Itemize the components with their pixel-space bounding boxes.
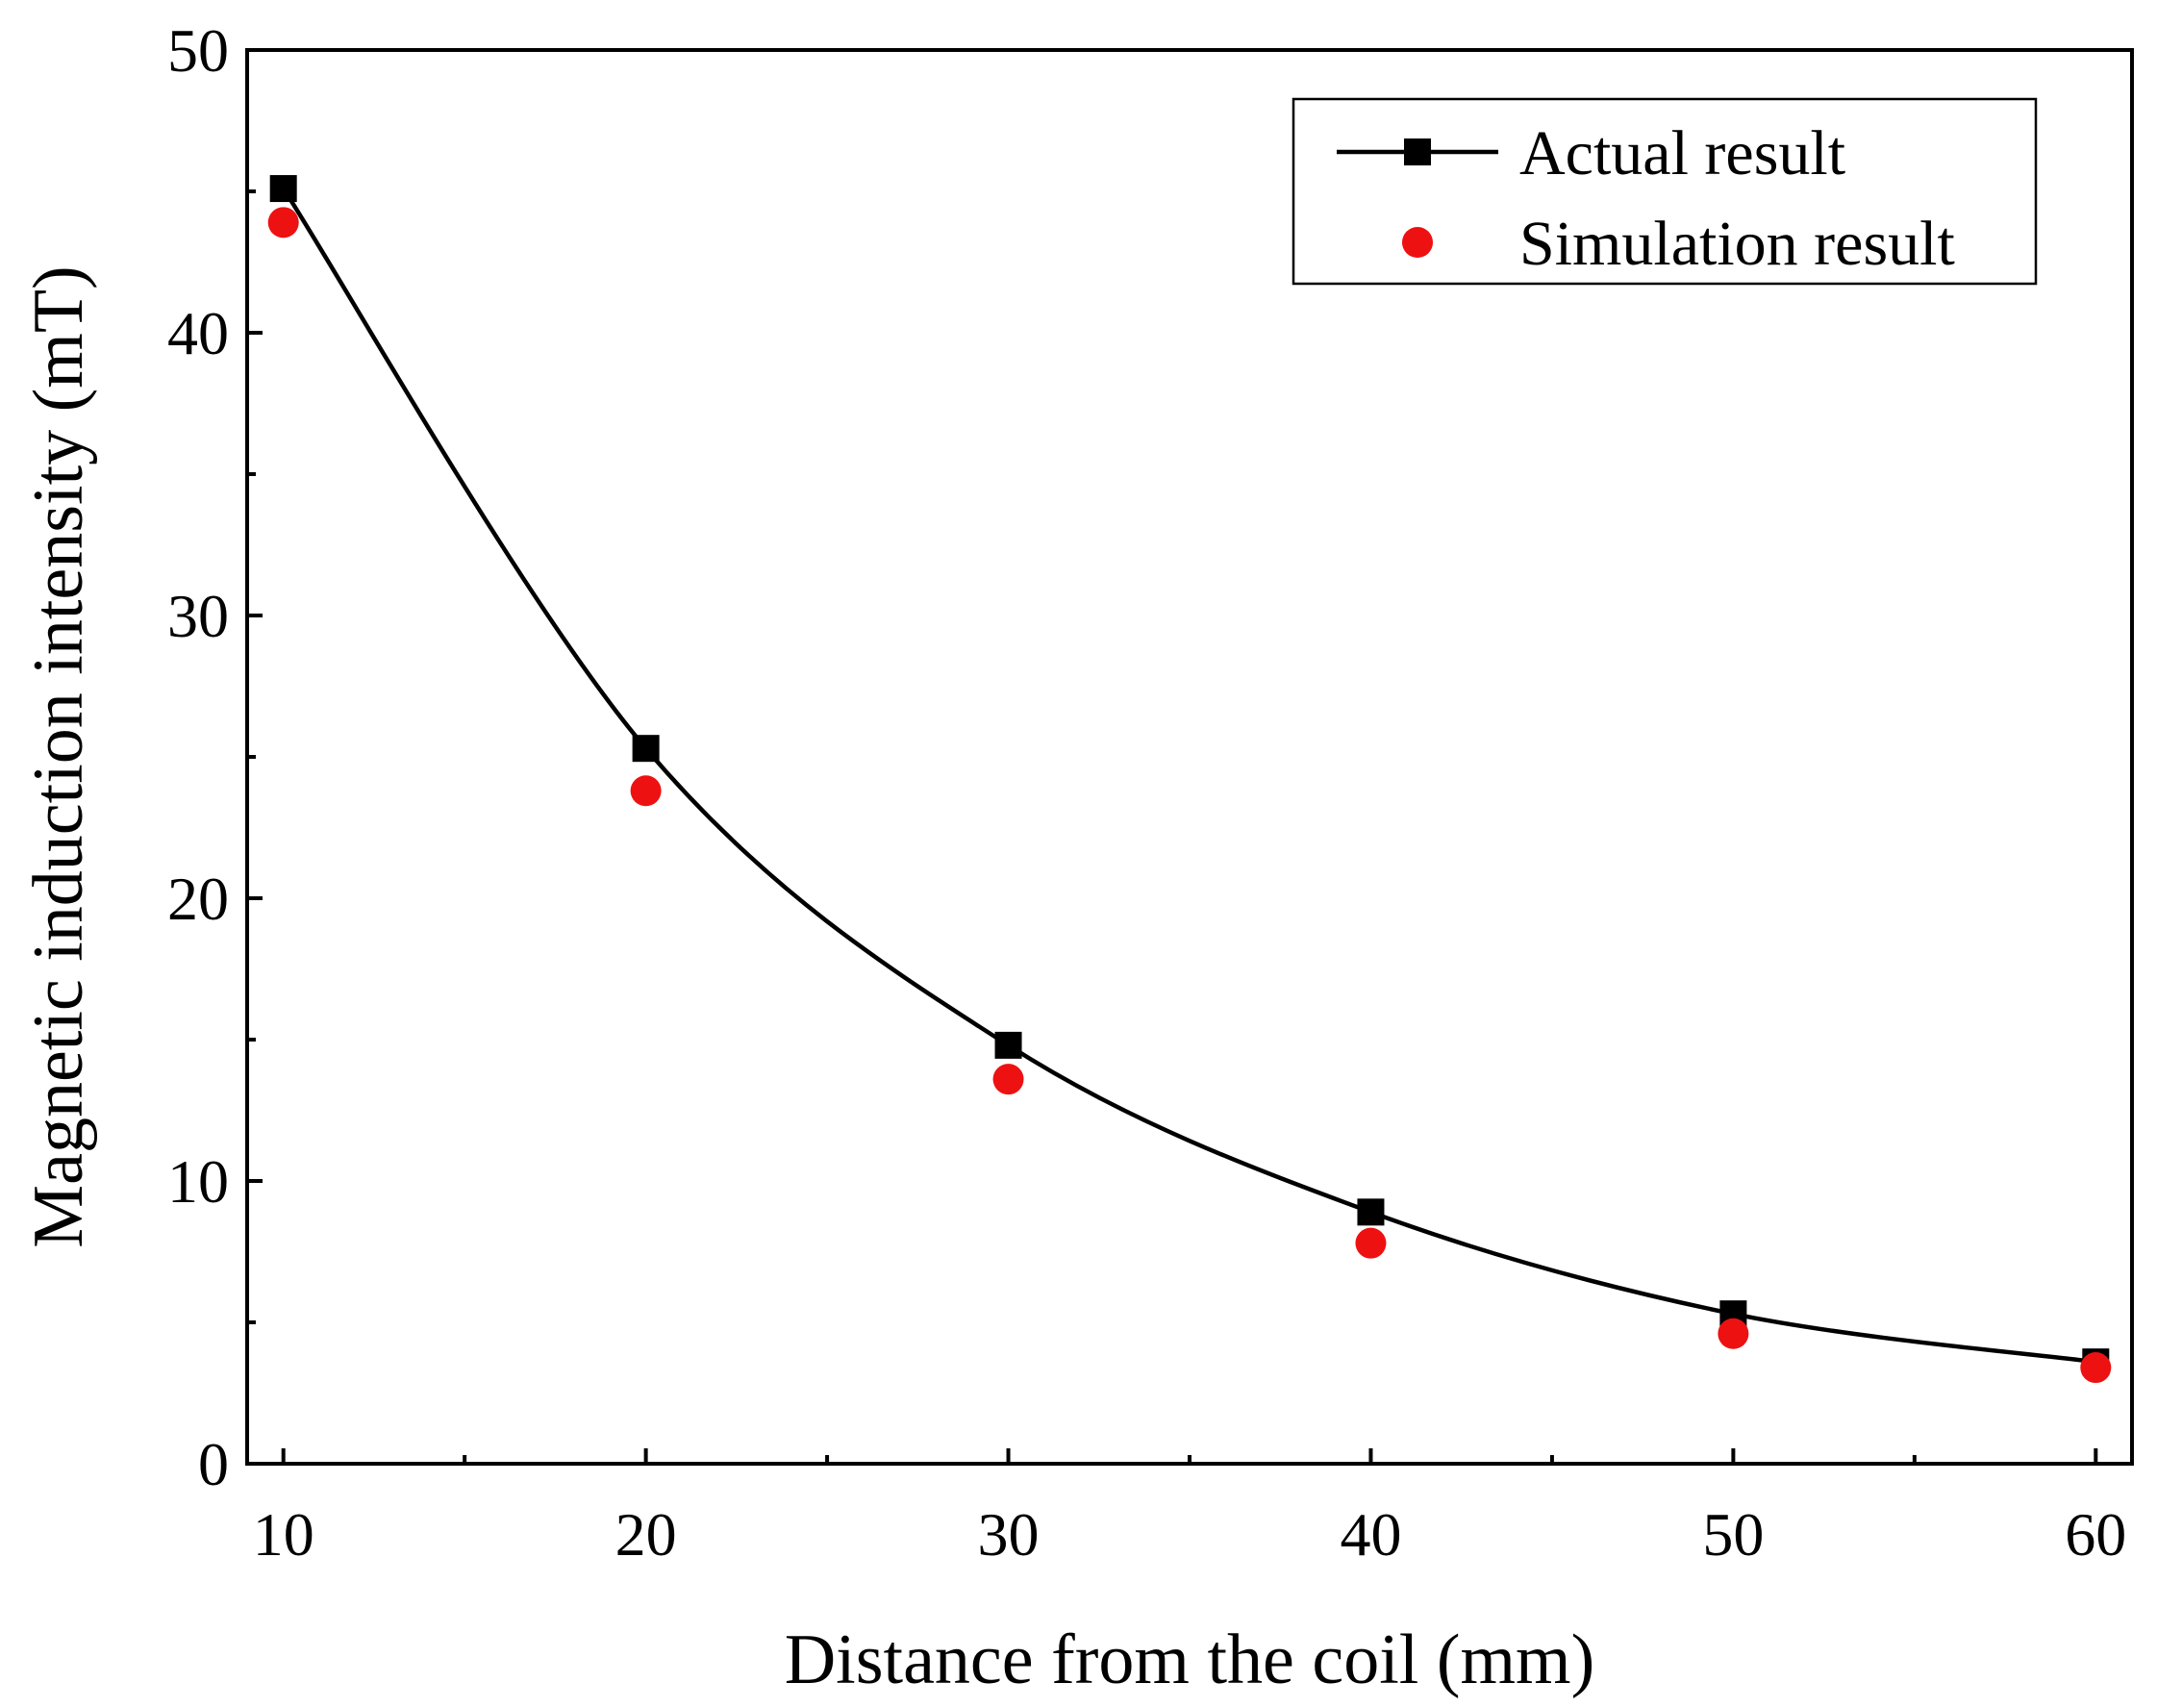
legend-label-actual: Actual result — [1519, 118, 1845, 188]
legend-marker-actual — [1404, 138, 1431, 165]
actual-result-point — [632, 735, 660, 763]
legend: Actual result Simulation result — [1292, 97, 2038, 286]
x-tick-label: 50 — [1702, 1500, 1764, 1569]
legend-label-simulation: Simulation result — [1519, 209, 1955, 279]
y-tick-label: 20 — [167, 865, 229, 933]
simulation-result-point — [267, 207, 299, 239]
series-simulation-result — [267, 207, 2112, 1384]
x-axis-ticks: 10 20 30 40 50 60 — [253, 1448, 2126, 1569]
simulation-result-point — [1718, 1318, 1749, 1349]
y-axis-ticks: 0 10 20 30 40 50 — [167, 16, 263, 1498]
x-tick-label: 10 — [253, 1500, 314, 1569]
y-tick-label: 50 — [167, 16, 229, 85]
actual-result-curve — [281, 187, 2096, 1365]
actual-result-point — [1357, 1198, 1385, 1226]
y-tick-label: 0 — [198, 1430, 229, 1498]
x-tick-label: 30 — [978, 1500, 1040, 1569]
x-tick-label: 60 — [2065, 1500, 2126, 1569]
y-tick-label: 40 — [167, 299, 229, 367]
simulation-result-point — [992, 1064, 1024, 1095]
y-tick-label: 30 — [167, 582, 229, 650]
x-axis-title: Distance from the coil (mm) — [785, 1620, 1595, 1699]
simulation-result-point — [630, 775, 662, 807]
simulation-result-point — [2080, 1352, 2112, 1384]
y-tick-label: 10 — [167, 1147, 229, 1216]
x-tick-label: 40 — [1340, 1500, 1401, 1569]
actual-result-point — [269, 175, 297, 203]
simulation-result-point — [1355, 1227, 1387, 1259]
legend-marker-simulation — [1402, 227, 1433, 258]
y-axis-title: Magnetic induction intensity (mT) — [19, 265, 98, 1247]
x-tick-label: 20 — [615, 1500, 677, 1569]
actual-result-point — [994, 1031, 1022, 1059]
series-actual-result — [269, 175, 2110, 1376]
